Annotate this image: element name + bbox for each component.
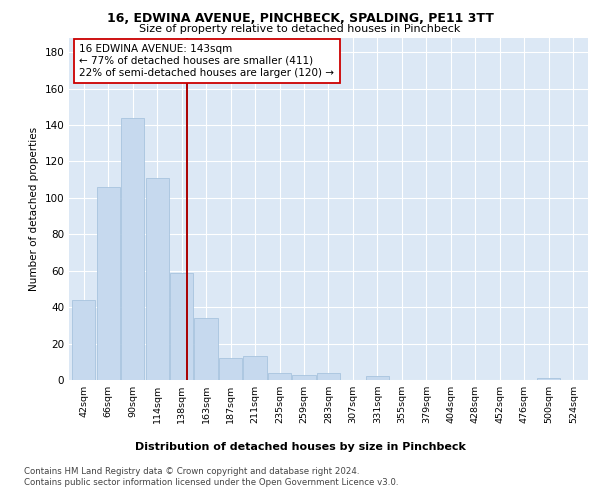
Bar [146,178,169,380]
Text: 16 EDWINA AVENUE: 143sqm
← 77% of detached houses are smaller (411)
22% of semi-: 16 EDWINA AVENUE: 143sqm ← 77% of detach… [79,44,334,78]
Text: 16, EDWINA AVENUE, PINCHBECK, SPALDING, PE11 3TT: 16, EDWINA AVENUE, PINCHBECK, SPALDING, … [107,12,493,26]
Bar [244,356,266,380]
Text: Distribution of detached houses by size in Pinchbeck: Distribution of detached houses by size … [134,442,466,452]
Text: Contains HM Land Registry data © Crown copyright and database right 2024.
Contai: Contains HM Land Registry data © Crown c… [24,468,398,487]
Bar [121,118,144,380]
Bar [170,272,193,380]
Bar [268,372,291,380]
Bar [219,358,242,380]
Bar [292,374,316,380]
Bar [97,187,120,380]
Text: Size of property relative to detached houses in Pinchbeck: Size of property relative to detached ho… [139,24,461,34]
Bar [72,300,95,380]
Bar [194,318,218,380]
Bar [537,378,560,380]
Y-axis label: Number of detached properties: Number of detached properties [29,126,39,291]
Bar [366,376,389,380]
Bar [317,372,340,380]
